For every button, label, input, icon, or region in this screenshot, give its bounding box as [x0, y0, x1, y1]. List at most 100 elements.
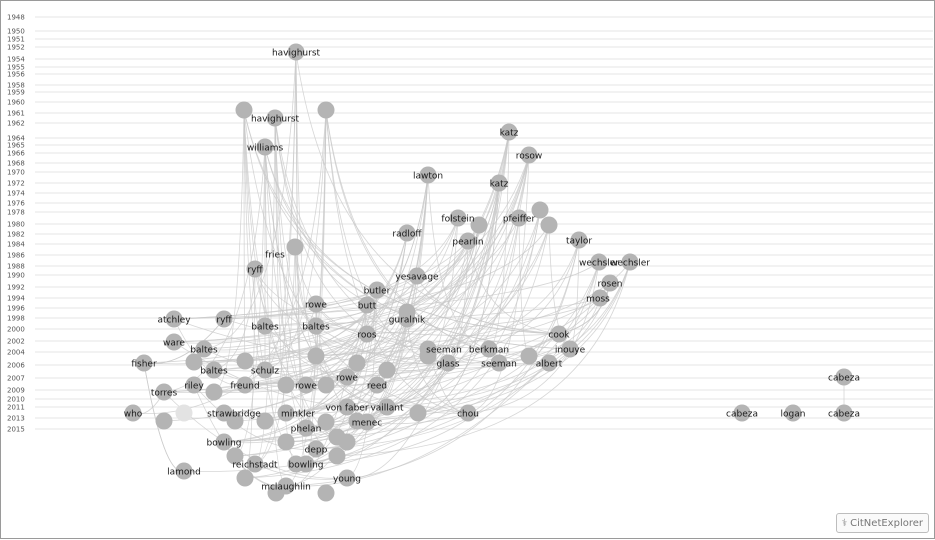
publication-node[interactable]	[124, 404, 142, 422]
publication-node[interactable]	[459, 404, 477, 422]
publication-node[interactable]	[317, 413, 335, 431]
publication-node[interactable]	[307, 295, 325, 313]
publication-node[interactable]	[835, 404, 853, 422]
publication-node[interactable]	[439, 354, 457, 372]
publication-node[interactable]	[165, 310, 183, 328]
publication-node[interactable]	[490, 354, 508, 372]
publication-node[interactable]	[338, 469, 356, 487]
publication-node[interactable]	[550, 325, 568, 343]
citnetexplorer-badge[interactable]: ⚕ CitNetExplorer	[835, 513, 929, 533]
publication-node[interactable]	[246, 455, 264, 473]
publication-node[interactable]	[784, 404, 802, 422]
citation-edge	[305, 239, 580, 465]
publication-node[interactable]	[307, 347, 325, 365]
publication-node[interactable]	[277, 433, 295, 451]
publication-node[interactable]	[378, 398, 396, 416]
publication-node[interactable]	[297, 376, 315, 394]
publication-node[interactable]	[185, 353, 203, 371]
publication-node[interactable]	[307, 317, 325, 335]
publication-node[interactable]	[408, 267, 426, 285]
citation-edge	[336, 261, 631, 457]
publication-node[interactable]	[358, 296, 376, 314]
publication-node[interactable]	[368, 376, 386, 394]
publication-node[interactable]	[500, 123, 518, 141]
publication-node[interactable]	[155, 412, 173, 430]
publication-node[interactable]	[531, 201, 549, 219]
publication-node[interactable]	[287, 43, 305, 61]
publication-node[interactable]	[155, 383, 173, 401]
publication-node[interactable]	[419, 340, 437, 358]
publication-node[interactable]	[328, 447, 346, 465]
publication-node[interactable]	[297, 419, 315, 437]
publication-node[interactable]	[235, 101, 253, 119]
publication-node[interactable]	[286, 238, 304, 256]
publication-node[interactable]	[480, 340, 498, 358]
publication-node[interactable]	[256, 317, 274, 335]
publication-node[interactable]	[215, 433, 233, 451]
publication-node[interactable]	[570, 231, 588, 249]
publication-node[interactable]	[317, 376, 335, 394]
publication-node[interactable]	[266, 109, 284, 127]
publication-node[interactable]	[733, 404, 751, 422]
publication-node[interactable]	[398, 310, 416, 328]
publication-node[interactable]	[510, 209, 528, 227]
publication-node[interactable]	[256, 138, 274, 156]
publication-node[interactable]	[307, 440, 325, 458]
publication-node[interactable]	[835, 368, 853, 386]
publication-node[interactable]	[338, 433, 356, 451]
year-label: 1948	[7, 14, 25, 22]
publication-node[interactable]	[590, 253, 608, 271]
publication-node[interactable]	[449, 209, 467, 227]
publication-node[interactable]	[205, 361, 223, 379]
publication-node[interactable]	[419, 166, 437, 184]
publication-label: baltes	[302, 323, 330, 333]
publication-node[interactable]	[277, 477, 295, 495]
publication-node[interactable]	[277, 376, 295, 394]
publication-node[interactable]	[297, 455, 315, 473]
publication-node[interactable]	[368, 281, 386, 299]
publication-node[interactable]	[338, 398, 356, 416]
publication-node[interactable]	[561, 340, 579, 358]
publication-node[interactable]	[256, 412, 274, 430]
publication-node[interactable]	[226, 447, 244, 465]
publication-node[interactable]	[135, 354, 153, 372]
publication-node[interactable]	[520, 146, 538, 164]
publication-node[interactable]	[459, 232, 477, 250]
publication-node[interactable]	[398, 224, 416, 242]
publication-node[interactable]	[601, 274, 619, 292]
publication-node[interactable]	[165, 333, 183, 351]
publication-node[interactable]	[215, 310, 233, 328]
publication-node[interactable]	[215, 404, 233, 422]
publication-label: cabeza	[828, 374, 860, 384]
publication-nodes[interactable]	[124, 43, 853, 502]
publication-node[interactable]	[205, 383, 223, 401]
publication-node[interactable]	[378, 361, 396, 379]
publication-node[interactable]	[358, 325, 376, 343]
publication-node[interactable]	[317, 101, 335, 119]
publication-node[interactable]	[246, 260, 264, 278]
publication-node[interactable]	[236, 376, 254, 394]
publication-node[interactable]	[277, 404, 295, 422]
publication-node[interactable]	[185, 376, 203, 394]
publication-node[interactable]	[195, 340, 213, 358]
publication-node[interactable]	[236, 352, 254, 370]
publication-node[interactable]	[338, 368, 356, 386]
publication-node[interactable]	[175, 462, 193, 480]
publication-node[interactable]	[540, 216, 558, 234]
publication-node[interactable]	[236, 469, 254, 487]
publication-node[interactable]	[490, 174, 508, 192]
publication-node[interactable]	[358, 413, 376, 431]
publication-node[interactable]	[256, 361, 274, 379]
publication-node[interactable]	[540, 354, 558, 372]
publication-node[interactable]	[175, 404, 193, 422]
publication-node[interactable]	[409, 404, 427, 422]
publication-node[interactable]	[470, 216, 488, 234]
publication-node[interactable]	[520, 347, 538, 365]
publication-node[interactable]	[591, 289, 609, 307]
publication-node[interactable]	[348, 354, 366, 372]
publication-label: reed	[367, 382, 387, 392]
publication-node[interactable]	[621, 253, 639, 271]
publication-node[interactable]	[317, 484, 335, 502]
